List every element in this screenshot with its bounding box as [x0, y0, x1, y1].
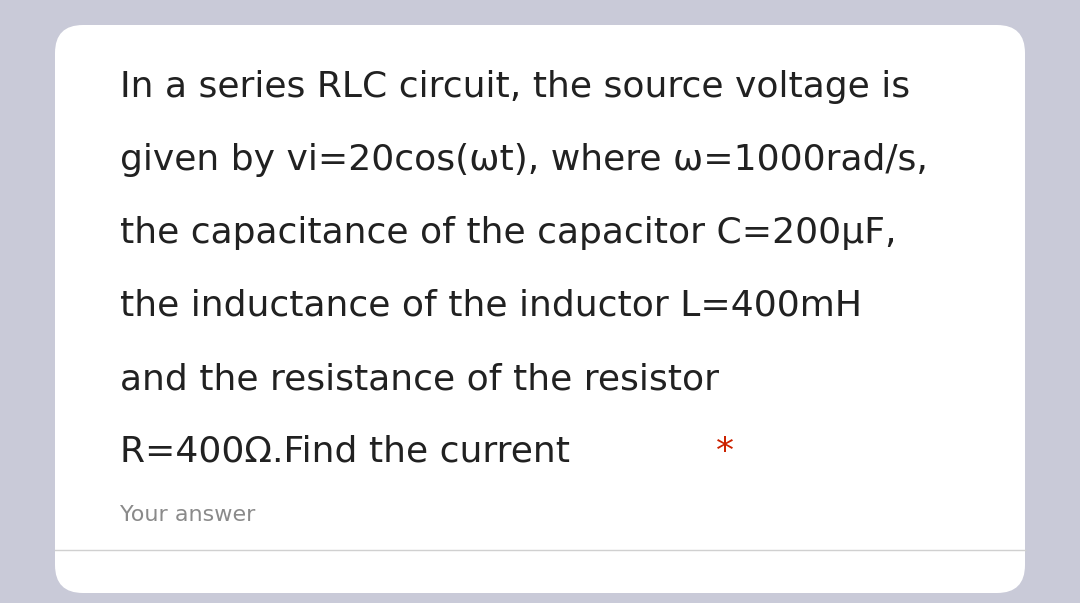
Text: *: *	[715, 435, 733, 469]
Text: Your answer: Your answer	[120, 505, 255, 525]
Text: R=400Ω.Find the current: R=400Ω.Find the current	[120, 435, 570, 469]
Text: the capacitance of the capacitor C=200μF,: the capacitance of the capacitor C=200μF…	[120, 216, 896, 250]
Text: and the resistance of the resistor: and the resistance of the resistor	[120, 362, 719, 396]
Text: the inductance of the inductor L=400mH: the inductance of the inductor L=400mH	[120, 289, 862, 323]
FancyBboxPatch shape	[55, 25, 1025, 593]
Text: In a series RLC circuit, the source voltage is: In a series RLC circuit, the source volt…	[120, 70, 910, 104]
Text: given by vi=20cos(ωt), where ω=1000rad/s,: given by vi=20cos(ωt), where ω=1000rad/s…	[120, 143, 928, 177]
